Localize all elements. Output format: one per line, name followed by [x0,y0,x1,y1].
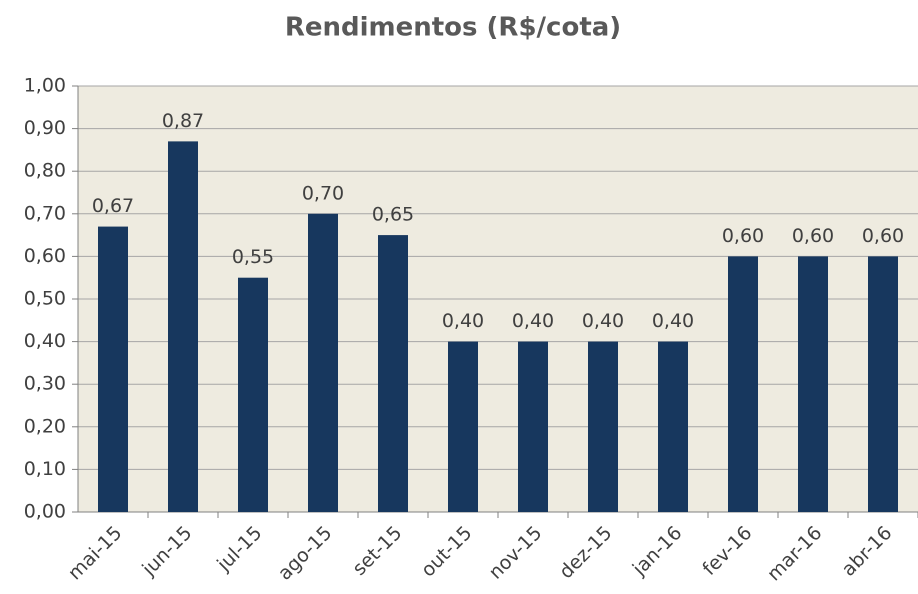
value-label: 0,60 [722,225,764,247]
value-label: 0,65 [372,204,414,226]
chart-title: Rendimentos (R$/cota) [285,13,621,43]
value-label: 0,67 [92,195,134,217]
x-tick-label: mai-15 [64,522,127,585]
x-tick-label: dez-15 [555,522,616,583]
x-tick-label: set-15 [348,522,406,580]
value-label: 0,40 [512,310,554,332]
value-label: 0,55 [232,246,274,268]
bar [518,341,548,512]
x-tick-label: jun-15 [137,522,196,581]
y-tick-label: 0,90 [24,117,66,139]
bar [378,235,408,512]
value-label: 0,60 [862,225,904,247]
y-tick-label: 0,40 [24,330,66,352]
bar [868,256,898,512]
value-label: 0,60 [792,225,834,247]
y-tick-label: 1,00 [24,75,66,97]
x-tick-label: ago-15 [274,522,337,585]
y-tick-label: 0,70 [24,202,66,224]
bar [448,341,478,512]
y-tick-label: 0,20 [24,415,66,437]
x-tick-label: out-15 [417,522,477,582]
x-tick-label: mar-16 [763,522,826,585]
y-tick-label: 0,60 [24,245,66,267]
bar [728,256,758,512]
bar [98,226,128,512]
bar [588,341,618,512]
x-tick-label: nov-15 [485,522,547,584]
bar [308,213,338,513]
value-label: 0,40 [652,310,694,332]
y-tick-label: 0,80 [24,160,66,182]
x-tick-label: jan-16 [628,522,687,581]
bar [798,256,828,512]
value-label: 0,70 [302,182,344,204]
value-label: 0,40 [582,310,624,332]
bar [658,341,688,512]
x-tick-label: abr-16 [837,522,896,581]
value-label: 0,87 [162,110,204,132]
y-tick-label: 0,30 [24,373,66,395]
bar [238,277,268,512]
y-tick-label: 0,50 [24,288,66,310]
y-tick-label: 0,10 [24,458,66,480]
value-label: 0,40 [442,310,484,332]
x-tick-label: jul-15 [212,522,266,576]
bar [168,141,198,512]
x-tick-label: fev-16 [698,522,756,580]
y-tick-label: 0,00 [24,501,66,523]
